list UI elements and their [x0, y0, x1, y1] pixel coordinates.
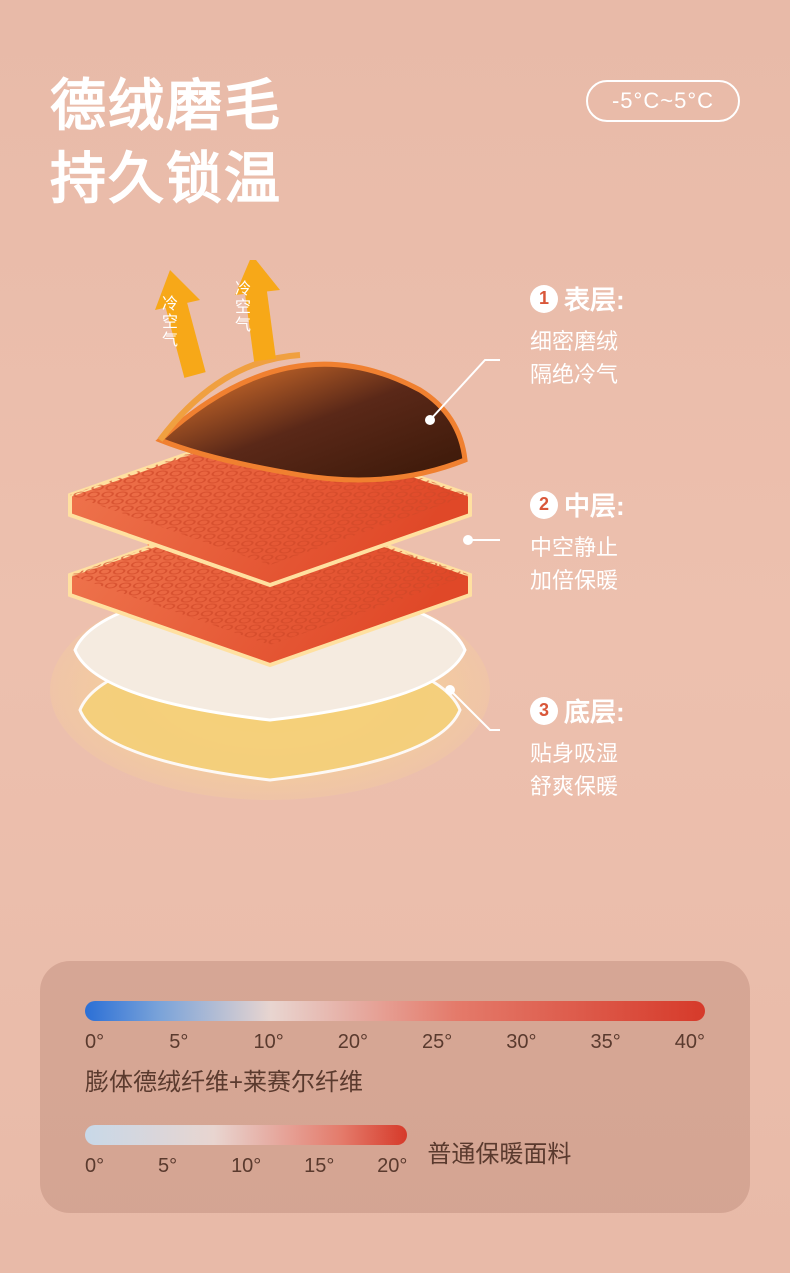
scale-bar-1	[85, 1001, 705, 1021]
num-badge-1: 1	[530, 285, 558, 313]
callout-1-title: 表层:	[564, 280, 625, 317]
main-title: 德绒磨毛 持久锁温	[50, 70, 282, 216]
num-badge-2: 2	[530, 491, 558, 519]
tick: 0°	[85, 1155, 158, 1178]
scale-ordinary-row: 0° 5° 10° 15° 20° 普通保暖面料	[85, 1125, 705, 1178]
callout-middle: 2 中层: 中空静止 加倍保暖	[530, 486, 750, 597]
num-badge-3: 3	[530, 697, 558, 725]
tick: 0°	[85, 1031, 169, 1054]
tick: 10°	[254, 1031, 338, 1054]
title-line-2: 持久锁温	[50, 143, 282, 216]
scale-ticks-2: 0° 5° 10° 15° 20°	[85, 1155, 407, 1178]
tick: 10°	[231, 1155, 304, 1178]
tick: 35°	[591, 1031, 675, 1054]
scale-label-2: 普通保暖面料	[427, 1134, 571, 1169]
scale-premium: 0° 5° 10° 20° 25° 30° 35° 40° 膨体德绒纤维+莱赛尔…	[85, 1001, 705, 1097]
temperature-badge: -5°C~5°C	[586, 80, 740, 122]
callout-2-desc1: 中空静止	[530, 531, 750, 564]
tick: 30°	[506, 1031, 590, 1054]
comparison-panel: 0° 5° 10° 20° 25° 30° 35° 40° 膨体德绒纤维+莱赛尔…	[40, 961, 750, 1213]
callout-2-desc2: 加倍保暖	[530, 564, 750, 597]
tick: 5°	[169, 1031, 253, 1054]
callout-surface: 1 表层: 细密磨绒 隔绝冷气	[530, 280, 750, 391]
scale-label-1: 膨体德绒纤维+莱赛尔纤维	[85, 1062, 705, 1097]
scale-ticks-1: 0° 5° 10° 20° 25° 30° 35° 40°	[85, 1031, 705, 1054]
callout-3-desc1: 贴身吸湿	[530, 737, 750, 770]
callout-2-title: 中层:	[564, 486, 625, 523]
callout-bottom: 3 底层: 贴身吸湿 舒爽保暖	[530, 692, 750, 803]
layer-callouts: 1 表层: 细密磨绒 隔绝冷气 2 中层: 中空静止 加倍保暖 3 底层: 贴身…	[530, 280, 750, 898]
tick: 40°	[675, 1031, 705, 1054]
tick: 20°	[338, 1031, 422, 1054]
callout-3-title: 底层:	[564, 692, 625, 729]
callout-1-desc2: 隔绝冷气	[530, 358, 750, 391]
layers-illustration	[40, 260, 500, 820]
tick: 20°	[377, 1155, 407, 1178]
title-line-1: 德绒磨毛	[50, 70, 282, 143]
tick: 15°	[304, 1155, 377, 1178]
callout-3-desc2: 舒爽保暖	[530, 770, 750, 803]
arrow-label-1: 冷空气	[155, 295, 179, 349]
tick: 5°	[158, 1155, 231, 1178]
header: 德绒磨毛 持久锁温 -5°C~5°C	[50, 70, 740, 216]
fabric-layers-diagram: 冷空气 冷空气 1 表层: 细密磨绒 隔绝冷气 2 中层: 中空静止 加倍保暖 …	[40, 240, 750, 860]
tick: 25°	[422, 1031, 506, 1054]
arrow-label-2: 冷空气	[228, 280, 252, 334]
callout-1-desc1: 细密磨绒	[530, 325, 750, 358]
scale-bar-2	[85, 1125, 407, 1145]
